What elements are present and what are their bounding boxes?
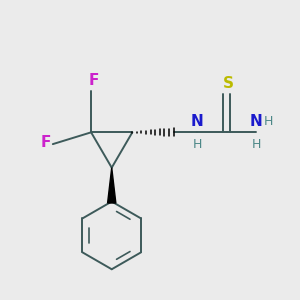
Text: N: N xyxy=(191,114,203,129)
Text: S: S xyxy=(223,76,233,91)
Text: H: H xyxy=(263,115,273,128)
Text: N: N xyxy=(250,114,262,129)
Text: H: H xyxy=(251,138,261,151)
Text: H: H xyxy=(192,138,202,151)
Text: F: F xyxy=(41,135,51,150)
Polygon shape xyxy=(108,168,116,203)
Text: F: F xyxy=(89,73,99,88)
